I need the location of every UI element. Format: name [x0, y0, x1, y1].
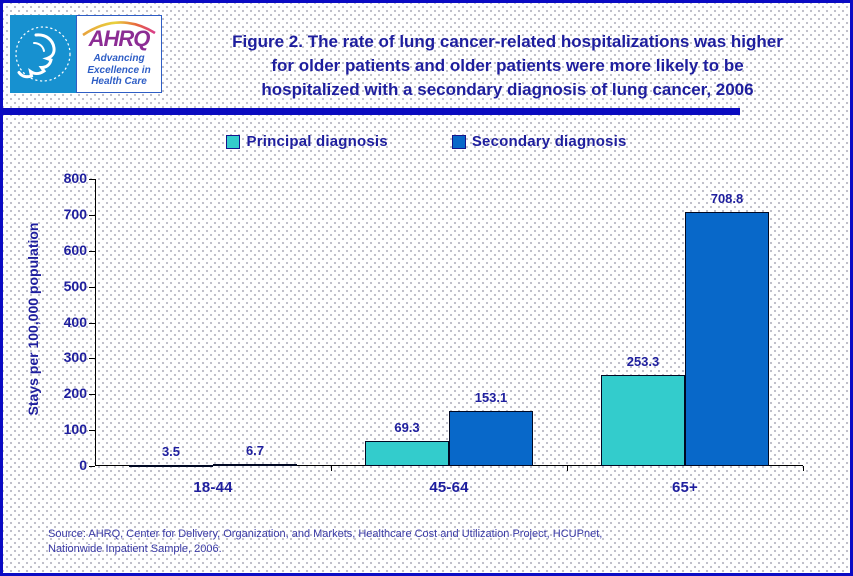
legend-item-secondary: Secondary diagnosis	[451, 133, 627, 150]
ahrq-tagline: Advancing Excellence in Health Care	[87, 53, 150, 88]
bar-value-label: 6.7	[245, 443, 265, 458]
hhs-eagle-icon	[10, 15, 76, 93]
y-axis-tick-mark	[89, 466, 95, 467]
bar-principal-diagnosis	[129, 465, 213, 467]
y-axis-tick-label: 500	[63, 277, 87, 294]
source-note-line: Source: AHRQ, Center for Delivery, Organ…	[48, 528, 603, 540]
y-axis-tick-mark	[89, 358, 95, 359]
y-axis-tick-label: 800	[63, 170, 87, 186]
source-note: Source: AHRQ, Center for Delivery, Organ…	[48, 527, 602, 557]
x-axis-tick-mark	[803, 466, 804, 471]
y-axis-tick-mark	[89, 287, 95, 288]
y-axis-tick-label: 300	[63, 349, 87, 366]
y-axis-tick-label: 400	[63, 313, 87, 330]
bar-chart: Stays per 100,000 population 0 100 200 300 4…	[3, 3, 850, 573]
bar-secondary-diagnosis	[213, 464, 297, 466]
chart-legend: Principal diagnosis Secondary diagnosis	[3, 133, 850, 150]
bar-value-label: 69.3	[394, 420, 420, 435]
ahrq-logo: AHRQ Advancing Excellence in Health Care	[76, 15, 162, 93]
bar-value-label: 253.3	[626, 354, 660, 369]
legend-label: Principal diagnosis	[246, 133, 388, 150]
source-note-line: Nationwide Inpatient Sample, 2006.	[48, 543, 222, 555]
bar-principal-diagnosis	[365, 441, 449, 466]
secondary-diagnosis-swatch-icon	[451, 134, 466, 149]
ahrq-tagline-line: Advancing	[93, 53, 145, 64]
figure-title-line: hospitalized with a secondary diagnosis …	[261, 80, 754, 99]
bar-secondary-diagnosis	[449, 411, 533, 466]
ahrq-tagline-line: Excellence in	[87, 64, 151, 76]
bar-value-label: 708.8	[710, 191, 744, 206]
y-axis-tick-mark	[89, 323, 95, 324]
ahrq-tagline-line: Health Care	[91, 76, 147, 87]
figure-title-line: for older patients and older patients we…	[271, 56, 744, 75]
y-axis-tick-label: 100	[63, 421, 87, 438]
x-axis-category-label: 45-64	[429, 479, 469, 496]
x-axis-category-label: 18-44	[193, 479, 233, 496]
legend-label: Secondary diagnosis	[471, 133, 627, 150]
figure-title-line: Figure 2. The rate of lung cancer-relate…	[232, 32, 783, 51]
agency-logo: AHRQ Advancing Excellence in Health Care	[10, 15, 162, 93]
bar-secondary-diagnosis	[685, 212, 769, 466]
y-axis-tick-mark	[89, 394, 95, 395]
x-axis-category-label: 65+	[671, 479, 699, 496]
y-axis-tick-label: 600	[63, 241, 87, 258]
y-axis-tick-mark	[89, 179, 95, 180]
principal-diagnosis-swatch-icon	[226, 134, 241, 149]
bar-principal-diagnosis	[601, 375, 685, 466]
y-axis-tick-label: 200	[63, 385, 87, 402]
y-axis-tick-mark	[89, 215, 95, 216]
header-divider-rule	[3, 108, 740, 115]
rainbow-arc-icon	[82, 21, 156, 37]
figure-title: Figure 2. The rate of lung cancer-relate…	[171, 30, 844, 102]
y-axis-tick-mark	[89, 430, 95, 431]
y-axis-tick-label: 0	[79, 457, 87, 473]
bar-value-label: 3.5	[161, 444, 181, 459]
y-axis-tick-mark	[89, 251, 95, 252]
y-axis-tick-label: 700	[63, 205, 87, 222]
bar-value-label: 153.1	[474, 390, 508, 405]
x-axis-tick-mark	[331, 466, 332, 471]
x-axis-tick-mark	[567, 466, 568, 471]
ahrq-acronym: AHRQ	[88, 26, 151, 51]
legend-item-principal: Principal diagnosis	[226, 133, 388, 150]
